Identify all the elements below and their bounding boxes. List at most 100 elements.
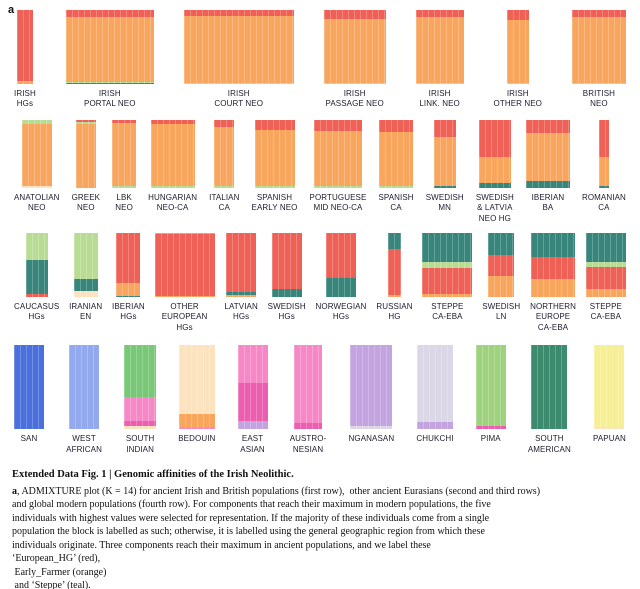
segment-iran_green [75,121,96,124]
segment-iran_green [313,186,362,188]
stacked-bar [433,119,456,188]
population-block: ITALIAN CA [209,119,239,214]
segment-european_hg [506,10,529,20]
segment-early_farmer [531,279,576,297]
segment-iran_green [183,82,294,84]
segment-early_farmer [598,157,609,186]
segment-european_hg [585,266,626,290]
segment-european_hg [478,119,511,158]
segment-steppe [585,232,626,262]
segment-cream [21,185,52,188]
stacked-bar [326,232,356,297]
segment-early_farmer [226,295,257,297]
stacked-bar [422,232,473,297]
population-label: SPANISH EARLY NEO [251,192,298,213]
population-label: GREEK NEO [71,192,101,213]
figure-caption: Extended Data Fig. 1 | Genomic affinitie… [12,469,626,589]
segment-early_farmer [488,276,515,297]
population-block: IRISH HGs [14,10,36,110]
segment-early_farmer [21,123,52,186]
segment-iran_green [65,81,154,84]
population-block: IBERIAN HGs [112,232,145,323]
population-label: SWEDISH HGs [267,301,306,322]
segment-early_farmer [65,17,154,82]
caption-line: population the block is labelled as such… [12,526,485,538]
segment-early_farmer [150,123,195,187]
segment-european_hg [525,119,570,134]
population-block: HUNGARIAN NEO-CA [148,119,197,214]
stacked-bar [124,345,157,430]
segment-early_farmer [415,17,464,83]
segment-european_hg [433,119,456,137]
population-label: IRISH COURT NEO [214,89,264,109]
population-label: SOUTH INDIAN [125,434,155,454]
segment-steppe [73,279,98,291]
segment-nganasan_purple [350,345,393,426]
population-label: RUSSIAN HG [376,301,413,322]
stacked-bar [178,345,215,430]
segment-papuan_yellow [594,345,625,427]
population-label: EAST ASIAN [240,434,265,454]
stacked-bar [112,119,137,188]
segment-steppe [226,291,257,296]
segment-early_farmer [571,17,626,83]
population-label: SWEDISH LN [482,301,521,322]
population-block: SPANISH CA [378,119,414,214]
population-block: IRISH OTHER NEO [494,10,542,110]
segment-european_hg [150,119,195,124]
segment-early_farmer [116,282,141,296]
stacked-bar [14,345,44,430]
segment-steppe [65,83,154,84]
segment-early_farmer [433,136,456,187]
stacked-bar [271,232,302,297]
population-label: LBK NEO [115,192,133,213]
segment-steppe [271,289,302,297]
segment-iran_green [112,185,137,188]
segment-european_hg [25,294,48,297]
caption-line: individuals with highest values were sel… [12,512,490,524]
admixture-row-ancient-eurasians-1: ANATOLIAN NEO GREEK NEO LBK NEO HUNGARIAN N… [14,119,626,224]
segment-european_hg [531,257,576,280]
segment-european_hg [379,119,414,133]
population-block: ROMANIAN CA [582,119,626,214]
population-block: IBERIAN BA [525,119,570,214]
segment-steppe [116,295,141,297]
segment-european_hg [415,10,464,18]
segment-european_hg [488,255,515,277]
population-block: STEPPE CA-EBA [422,232,473,323]
segment-european_hg [271,232,302,290]
stacked-bar [387,232,401,297]
population-label: CHUKCHI [416,434,454,444]
population-label: ANATOLIAN NEO [14,192,60,213]
segment-early_farmer [422,293,473,297]
stacked-bar [323,10,386,84]
stacked-bar [116,232,141,297]
segment-steppe [598,185,609,188]
stacked-bar [598,119,609,188]
segment-pink [154,232,215,235]
panel-label-a: a [8,4,15,16]
population-label: BEDOUIN [178,434,216,444]
segment-cream [124,425,157,430]
caption-line: and ‘Steppe’ (teal). [12,580,91,589]
stacked-bar [416,345,453,430]
population-block: PORTUGUESE MID NEO-CA [310,119,367,214]
population-block: SWEDISH MN [426,119,464,214]
segment-chukchi_gray [416,345,453,423]
stacked-bar [214,119,235,188]
segment-steppe [531,232,576,258]
population-block: BRITISH NEO [571,10,626,110]
segment-european_hg [154,234,215,296]
population-label: IRISH PASSAGE NEO [325,89,384,109]
segment-nganasan_purple [237,420,268,430]
segment-early_farmer [585,289,626,297]
population-block: SPANISH EARLY NEO [251,119,298,214]
segment-pink [21,119,52,121]
population-block: CAUCASUS HGs [14,232,59,323]
caption-line: a, ADMIXTURE plot (K = 14) for ancient I… [12,485,541,497]
population-label: IBERIAN HGs [112,301,145,322]
admixture-row-ancient-eurasians-2: CAUCASUS HGs IRANIAN EN IBERIAN HGs OTHER E… [14,232,626,333]
population-label: NORWEGIAN HGs [315,301,367,322]
stacked-bar [379,119,414,188]
caption-line: individuals originate. Three components … [12,539,431,551]
